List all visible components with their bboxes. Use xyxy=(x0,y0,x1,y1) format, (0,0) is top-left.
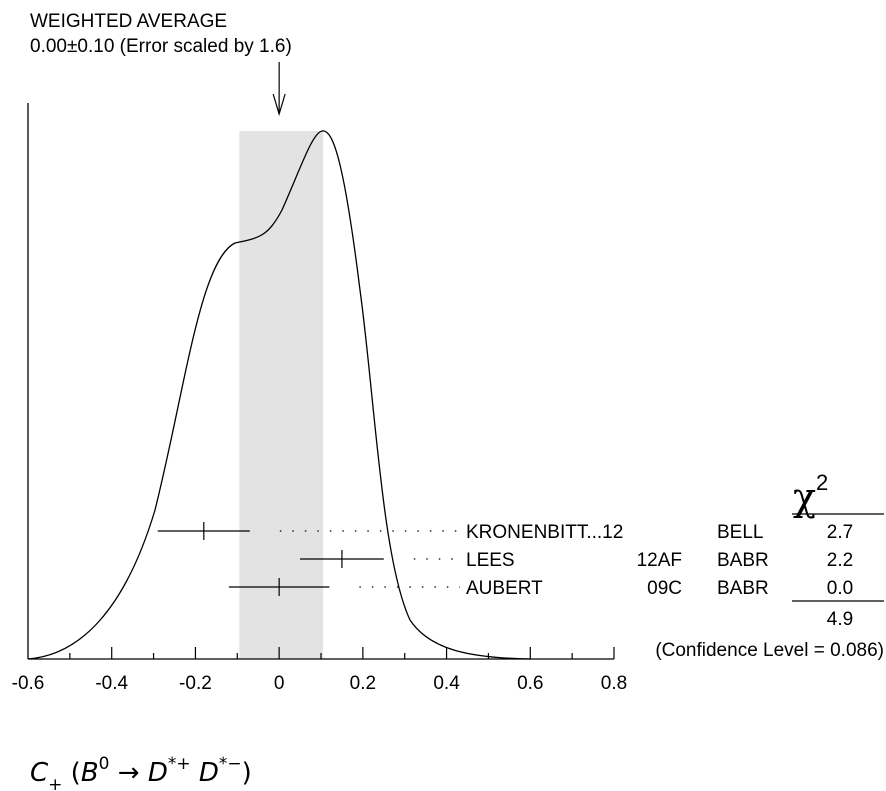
chi2-total: 4.9 xyxy=(827,609,853,630)
x-axis-ticks xyxy=(69,647,615,659)
measurement-author: LEES xyxy=(466,550,515,571)
x-tick-label: 0.6 xyxy=(517,673,543,694)
x-tick-label: 0.8 xyxy=(601,673,627,694)
x-tick-label: 0 xyxy=(274,673,285,694)
x-tick-label: -0.2 xyxy=(179,673,212,694)
measurement-chi2: 0.0 xyxy=(827,578,853,599)
weighted-average-band xyxy=(239,131,324,659)
measurements: KRONENBITT...12 BELL 2.7 LEES 12AF BABR 2.2 AUB… xyxy=(157,522,853,599)
measurement-experiment: BELL xyxy=(717,522,763,543)
chi2-header: χ2 xyxy=(793,470,828,519)
x-tick-label: -0.6 xyxy=(12,673,45,694)
measurement-author: KRONENBITT...12 xyxy=(466,522,623,543)
chart-title: WEIGHTED AVERAGE xyxy=(30,11,227,32)
x-tick-label: -0.4 xyxy=(95,673,128,694)
measurement-chi2: 2.2 xyxy=(827,550,853,571)
measurement-author: AUBERT xyxy=(466,578,543,599)
measurement-row: KRONENBITT...12 BELL 2.7 xyxy=(157,522,853,543)
chi2-symbol: χ xyxy=(793,475,816,519)
x-tick-label: 0.2 xyxy=(350,673,376,694)
x-axis-label: C+ (B0 → D*+ D*−) xyxy=(30,754,252,791)
measurement-row: AUBERT 09C BABR 0.0 xyxy=(228,578,853,599)
x-axis-tick-labels: -0.6 -0.4 -0.2 0 0.2 0.4 0.6 0.8 xyxy=(12,673,628,694)
chart-subtitle: 0.00±0.10 (Error scaled by 1.6) xyxy=(30,36,292,57)
average-arrow xyxy=(272,62,286,117)
x-tick-label: 0.4 xyxy=(433,673,460,694)
confidence-level: (Confidence Level = 0.086) xyxy=(655,640,884,661)
chi2-power: 2 xyxy=(816,470,828,495)
measurement-experiment: BABR xyxy=(717,550,769,571)
measurement-chi2: 2.7 xyxy=(827,522,853,543)
measurement-experiment: BABR xyxy=(717,578,769,599)
ideogram-curve xyxy=(27,130,531,660)
measurement-ref: 12AF xyxy=(637,550,682,571)
measurement-ref: 09C xyxy=(647,578,682,599)
measurement-row: LEES 12AF BABR 2.2 xyxy=(300,550,853,571)
